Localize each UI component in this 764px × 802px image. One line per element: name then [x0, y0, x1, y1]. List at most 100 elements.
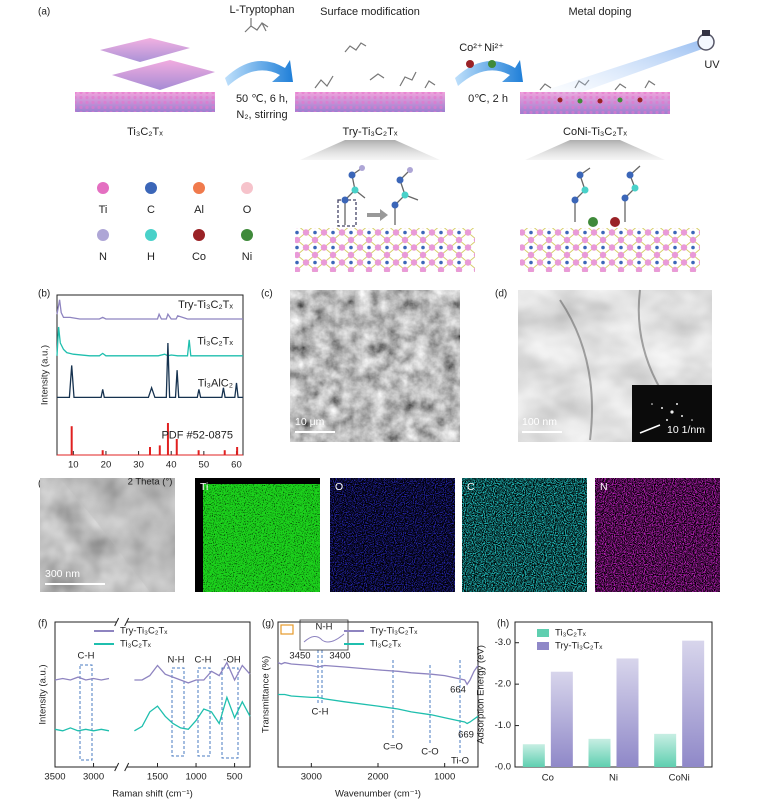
zoom: [525, 140, 665, 160]
eds-signal: [462, 478, 587, 592]
y-tick-label: -1.0: [495, 720, 511, 731]
uv-light: [540, 40, 705, 100]
y-tick-label: -3.0: [495, 637, 511, 648]
co-atom: [610, 217, 620, 227]
inset-trace: [303, 633, 345, 643]
scale-bar: [639, 424, 661, 434]
doped-ions: [557, 97, 643, 104]
x-tick-label: 1000: [434, 772, 455, 783]
band-boxes: [79, 650, 461, 761]
uv-label: UV: [704, 59, 720, 71]
inset: [299, 619, 349, 651]
x-tick-label: 1500: [147, 772, 168, 783]
haadf-image: [40, 478, 175, 592]
x-tick-label: Co: [542, 773, 554, 784]
y-axis-label: Intensity (a.u.): [40, 345, 51, 405]
map-label: C: [467, 481, 475, 493]
x-tick-label: 10: [68, 460, 79, 471]
annotation: N-H: [168, 655, 185, 666]
zoom: [300, 140, 440, 160]
spectrum-line: [54, 661, 251, 684]
co-ion: [466, 60, 474, 68]
series-label: Ti₃C₂Tₓ: [197, 336, 233, 348]
axis-break: [114, 762, 130, 772]
ion: Co²⁺: [459, 42, 483, 54]
x-tick-label: 20: [101, 460, 112, 471]
legend-label: O: [243, 204, 252, 216]
scale-label: 10 μm: [295, 416, 325, 428]
bar: [682, 640, 705, 767]
legend-label: C: [147, 204, 155, 216]
eds-signal: [595, 478, 720, 592]
series-label: Try-Ti₃C₂Tₓ: [178, 299, 233, 311]
plot-frame: [514, 621, 713, 768]
eds-signal: [203, 484, 320, 592]
bar: [588, 738, 611, 767]
map-label: O: [335, 481, 343, 493]
scale-label: 10 1/nm: [667, 424, 705, 436]
panel-label: (a): [38, 7, 50, 18]
panel-label: (c): [261, 289, 273, 300]
atom-legend: Ti C Al O N H Co Ni: [97, 182, 253, 263]
legend-swatch: [537, 629, 549, 637]
atoms: [341, 165, 639, 209]
condition: 0℃, 2 h: [468, 93, 508, 105]
spectrum-line: [54, 695, 251, 732]
bar: [616, 658, 639, 767]
scale-label: 100 nm: [522, 416, 557, 428]
panel-label: (h): [497, 619, 509, 630]
legend-label: Try-Ti₃C₂Tₓ: [555, 641, 603, 652]
legend-swatch: [193, 182, 205, 194]
x-tick-label: 30: [133, 460, 144, 471]
annotation: N-H: [316, 622, 333, 633]
y-axis-label: Intensity (a.u.): [38, 664, 49, 724]
heading: Metal doping: [569, 6, 632, 18]
axis-break: [116, 764, 127, 770]
x-tick-label: 60: [231, 460, 242, 471]
annotation: 669: [458, 730, 474, 741]
lattice: [520, 228, 700, 272]
flake: [100, 38, 190, 62]
y-tick-label: -2.0: [495, 679, 511, 690]
bar: [550, 671, 573, 767]
x-tick-label: CoNi: [669, 773, 690, 784]
legend-label: Al: [194, 204, 204, 216]
slab: [75, 92, 215, 112]
ni-ion: [488, 60, 496, 68]
panel-label: (f): [38, 619, 47, 630]
condition: 50 ℃, 6 h,: [236, 93, 288, 105]
annotation: -OH: [223, 655, 241, 666]
legend-swatch: [537, 642, 549, 650]
annotation: C-H: [78, 651, 95, 662]
legend-swatch: [145, 182, 157, 194]
y-tick-label: -0.0: [495, 762, 511, 773]
panel-label: (g): [262, 619, 274, 630]
heading: Surface modification: [320, 6, 420, 18]
x-tick-label: 500: [227, 772, 243, 783]
axis-break: [114, 617, 130, 627]
y-axis-label: Adsorption Energy (eV): [476, 645, 487, 744]
x-tick-label: 50: [199, 460, 210, 471]
x-tick-label: 2000: [367, 772, 388, 783]
legend-swatch: [97, 229, 109, 241]
legend-label: Ti₃C₂Tₓ: [370, 639, 402, 650]
spectrum-line: [278, 693, 479, 725]
legend-swatch: [193, 229, 205, 241]
x-tick-label: Ni: [609, 773, 618, 784]
map-label: Ti: [200, 481, 208, 493]
legend-swatch: [241, 229, 253, 241]
legend-label: Ti₃C₂Tₓ: [120, 639, 152, 650]
material: CoNi-Ti₃C₂Tₓ: [563, 126, 627, 138]
legend-label: Ti₃C₂Tₓ: [555, 628, 587, 639]
panel-label: (d): [495, 289, 507, 300]
arrow: [367, 209, 388, 221]
spectrum-line: [277, 661, 479, 686]
scale-label: 300 nm: [45, 568, 80, 580]
series-label: Ti₃AlC₂: [198, 377, 233, 389]
annotation: C-H: [195, 655, 212, 666]
annotation: 664: [450, 685, 466, 696]
reagent: L-Tryptophan: [229, 4, 294, 16]
panel-label: (b): [38, 289, 50, 300]
slab: [295, 92, 445, 112]
